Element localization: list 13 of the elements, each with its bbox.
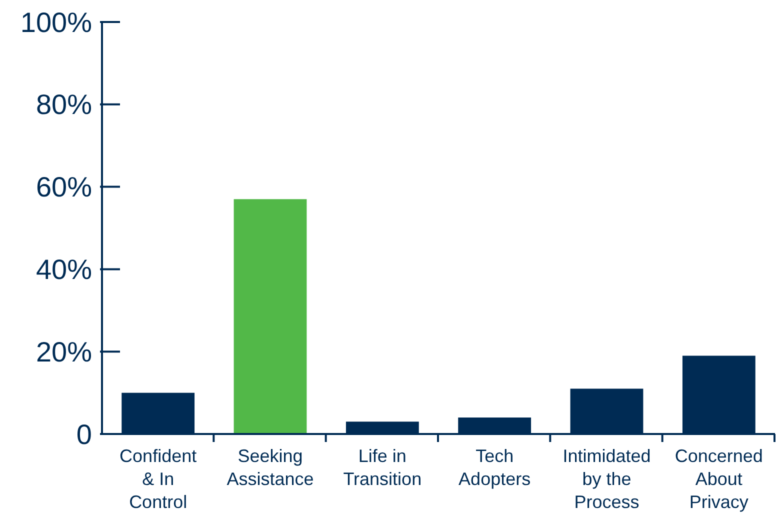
y-tick-label: 0 [76, 418, 92, 450]
y-tick-label: 80% [36, 89, 92, 120]
y-tick-label: 20% [36, 336, 92, 368]
x-tick-label: Confident & In Control [120, 446, 197, 512]
x-tick-label: Tech Adopters [458, 446, 531, 489]
x-tick-label: Life in Transition [343, 446, 422, 489]
y-tick-label: 40% [36, 254, 92, 285]
x-tick-label: Intimidated by the Process [562, 446, 651, 512]
bar [234, 199, 307, 434]
x-tick-label: Concerned About Privacy [674, 446, 763, 512]
y-tick-label: 100% [20, 6, 92, 38]
y-tick-label: 60% [36, 172, 92, 203]
x-tick-label: Seeking Assistance [226, 446, 314, 489]
